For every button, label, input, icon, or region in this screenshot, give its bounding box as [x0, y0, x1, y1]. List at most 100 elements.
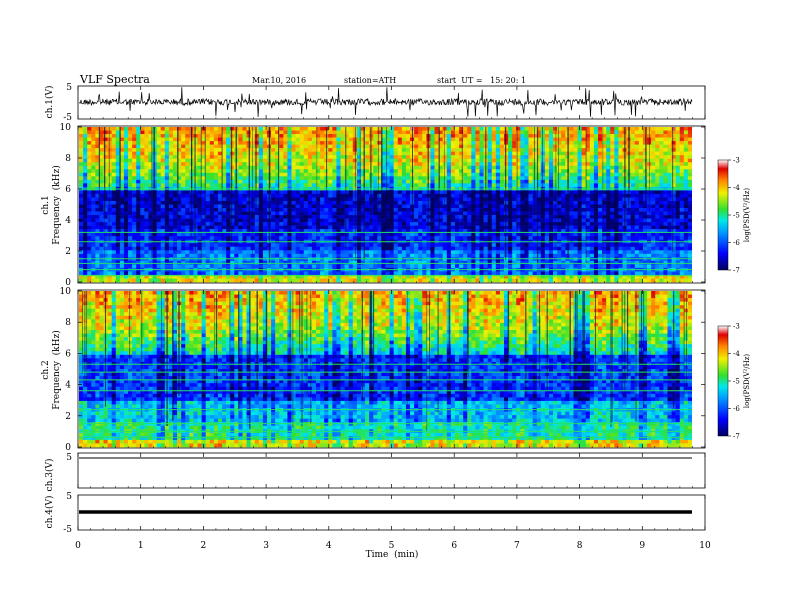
spectrogram-cell: [328, 137, 333, 142]
spectrogram-cell: [140, 165, 145, 170]
spectrogram-cell: [128, 193, 133, 198]
spectrogram-cell: [450, 141, 456, 145]
spectrogram-cell: [589, 218, 595, 223]
spectrogram-cell: [226, 208, 231, 212]
spectrogram-cell: [401, 172, 407, 177]
spectrogram-cell: [434, 218, 439, 223]
spectrogram-cell: [103, 176, 108, 181]
spectrogram-cell: [414, 141, 419, 145]
spectrogram-cell: [467, 158, 472, 163]
spectrogram-cell: [279, 127, 284, 131]
spectrogram-cell: [95, 211, 100, 216]
spectrogram-cell: [299, 200, 305, 205]
spectrogram-cell: [651, 190, 656, 195]
spectrogram-cell: [140, 179, 145, 184]
spectrogram-cell: [561, 218, 566, 223]
spectrogram-cell: [598, 218, 603, 223]
spectrogram-cell: [450, 197, 456, 202]
spectrogram-cell: [463, 130, 468, 135]
spectrogram-cell: [471, 165, 476, 170]
spectrogram-cell: [222, 208, 227, 212]
spectrogram-cell: [397, 155, 403, 159]
spectrogram-cell: [336, 137, 341, 142]
spectrogram-cell: [320, 127, 325, 131]
spectrogram-cell: [422, 215, 427, 219]
spectrogram-cell: [524, 127, 529, 131]
spectrogram-cell: [299, 197, 305, 202]
spectrogram-cell: [99, 141, 104, 145]
spectrogram-cell: [324, 208, 329, 212]
spectrogram-cell: [83, 134, 88, 138]
spectrogram-cell: [291, 155, 296, 159]
spectrogram-cell: [442, 127, 448, 131]
spectrogram-cell: [422, 232, 427, 237]
spectrogram-cell: [119, 222, 125, 226]
spectrogram-cell: [340, 200, 345, 205]
spectrogram-cell: [115, 204, 121, 209]
spectrogram-cell: [634, 151, 640, 156]
spectrogram-cell: [316, 204, 321, 209]
spectrogram-cell: [561, 176, 566, 181]
spectrogram-cell: [438, 229, 444, 233]
spectrogram-cell: [152, 197, 157, 202]
spectrogram-cell: [87, 208, 92, 212]
spectrogram-cell: [340, 141, 345, 145]
spectrogram-cell: [405, 222, 411, 226]
spectrogram-cell: [450, 208, 456, 212]
spectrogram-cell: [332, 193, 337, 198]
spectrogram-cell: [344, 130, 350, 135]
spectrogram-cell: [573, 134, 578, 138]
spectrogram-cell: [602, 130, 607, 135]
spectrogram-cell: [144, 158, 149, 163]
spectrogram-cell: [520, 165, 525, 170]
spectrogram-cell: [422, 179, 427, 184]
spectrogram-cell: [389, 172, 394, 177]
spectrogram-cell: [491, 236, 497, 241]
spectrogram-cell: [499, 225, 505, 230]
spectrogram-cell: [140, 236, 145, 241]
spectrogram-cell: [185, 137, 190, 142]
spectrogram-cell: [479, 222, 484, 226]
spectrogram-cell: [164, 211, 170, 216]
spectrogram-cell: [258, 144, 264, 149]
spectrogram-cell: [136, 179, 141, 184]
spectrogram-cell: [262, 172, 268, 177]
spectrogram-cell: [119, 176, 125, 181]
spectrogram-cell: [287, 151, 292, 156]
spectrogram-cell: [491, 137, 497, 142]
spectrogram-cell: [95, 144, 100, 149]
spectrogram-cell: [295, 137, 300, 142]
spectrogram-cell: [128, 148, 133, 152]
spectrogram-cell: [373, 172, 378, 177]
spectrogram-cell: [434, 197, 439, 202]
spectrogram-cell: [397, 208, 403, 212]
spectrogram-cell: [242, 127, 247, 131]
spectrogram-cell: [671, 208, 676, 212]
spectrogram-cell: [585, 197, 591, 202]
spectrogram-cell: [589, 148, 595, 152]
spectrogram-cell: [442, 137, 448, 142]
spectrogram-cell: [553, 172, 558, 177]
spectrogram-cell: [217, 232, 223, 237]
spectrogram-cell: [495, 144, 501, 149]
spectrogram-cell: [209, 172, 215, 177]
spectrogram-cell: [83, 169, 88, 174]
spectrogram-cell: [569, 172, 574, 177]
spectrogram-cell: [172, 200, 178, 205]
spectrogram-cell: [651, 169, 656, 174]
spectrogram-cell: [614, 130, 619, 135]
spectrogram-cell: [442, 190, 448, 195]
spectrogram-cell: [230, 137, 235, 142]
spectrogram-cell: [544, 134, 550, 138]
spectrogram-cell: [160, 229, 166, 233]
spectrogram-cell: [561, 183, 566, 188]
spectrogram-cell: [430, 130, 435, 135]
spectrogram-cell: [593, 134, 599, 138]
spectrogram-cell: [687, 172, 693, 177]
spectrogram-cell: [598, 130, 603, 135]
spectrogram-cell: [602, 144, 607, 149]
spectrogram-cell: [242, 218, 247, 223]
spectrogram-cell: [414, 155, 419, 159]
spectrogram-cell: [95, 172, 100, 177]
spectrogram-cell: [356, 148, 362, 152]
